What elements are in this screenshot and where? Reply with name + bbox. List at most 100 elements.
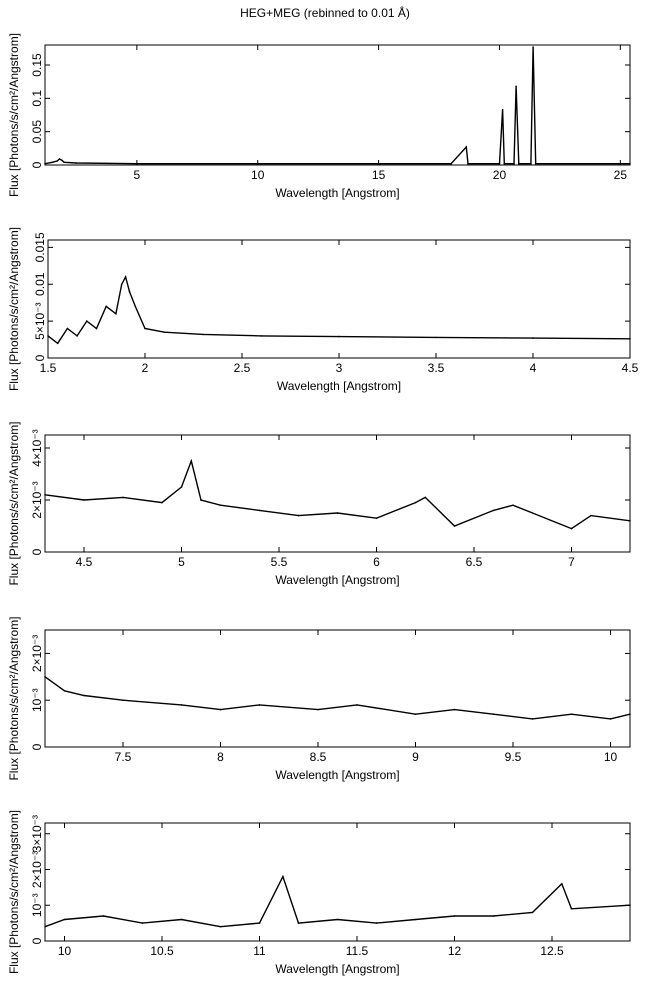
y-tick-label: 0 <box>30 161 44 168</box>
data-point <box>258 509 261 512</box>
spectrum-line <box>44 46 630 165</box>
spectrum-line <box>44 458 631 530</box>
data-point <box>124 276 127 278</box>
x-axis-label: Wavelength [Angstrom] <box>275 573 399 587</box>
data-point <box>260 335 263 337</box>
data-point <box>83 499 85 501</box>
spectrum-line <box>44 874 631 928</box>
x-tick-label: 10 <box>251 168 265 182</box>
data-point <box>63 918 66 921</box>
data-point <box>83 694 85 697</box>
data-point <box>336 918 339 921</box>
x-axis-label: Wavelength [Angstrom] <box>275 186 399 200</box>
y-axis-label: Flux [Photons/s/cm²/Angstrom] <box>7 810 21 974</box>
data-point <box>518 162 520 165</box>
x-axis-label: Wavelength [Angstrom] <box>275 962 399 976</box>
x-tick-label: 4.5 <box>622 361 639 375</box>
data-point <box>317 708 319 711</box>
x-tick-label: 2 <box>142 361 149 375</box>
y-tick-label: 0.05 <box>30 120 44 144</box>
data-point <box>498 162 501 165</box>
data-point <box>44 676 46 678</box>
data-point <box>375 517 378 519</box>
data-point <box>258 922 261 924</box>
data-point <box>219 504 222 507</box>
data-point <box>105 305 107 308</box>
x-tick-label: 3.5 <box>428 361 445 375</box>
data-point <box>561 883 563 885</box>
data-point <box>377 162 380 165</box>
x-tick-label: 5 <box>134 168 141 182</box>
data-point <box>590 514 592 517</box>
data-point <box>190 460 193 462</box>
x-axis-label: Wavelength [Angstrom] <box>277 379 401 393</box>
y-axis-label: Flux [Photons/s/cm²/Angstrom] <box>7 33 21 197</box>
y-tick-label: 4×10⁻³ <box>30 429 44 466</box>
data-point <box>200 499 202 501</box>
data-point <box>356 704 358 706</box>
x-tick-label: 11.5 <box>346 944 369 958</box>
y-tick-label: 0 <box>30 743 44 750</box>
x-tick-label: 4 <box>530 361 537 375</box>
data-point <box>570 527 573 530</box>
y-tick-label: 2×10⁻³ <box>30 635 44 672</box>
data-point <box>453 525 456 527</box>
y-axis-label: Flux [Photons/s/cm²/Angstrom] <box>7 421 21 585</box>
data-point <box>56 342 59 345</box>
data-point <box>450 162 452 165</box>
x-tick-label: 9.5 <box>505 750 522 764</box>
data-point <box>256 162 259 165</box>
data-point <box>202 333 204 336</box>
data-point <box>492 713 495 715</box>
data-point <box>51 161 54 164</box>
data-point <box>570 713 573 715</box>
data-point <box>76 335 78 337</box>
data-point <box>467 162 469 165</box>
data-point <box>282 875 284 878</box>
data-point <box>122 699 124 701</box>
x-tick-label: 8.5 <box>310 750 327 764</box>
plot-frame <box>44 434 631 553</box>
data-point <box>66 327 69 330</box>
x-tick-label: 10.5 <box>150 944 174 958</box>
y-tick-label: 0 <box>33 354 47 361</box>
y-tick-label: 2×10⁻³ <box>30 851 44 888</box>
data-point <box>120 283 123 286</box>
data-point <box>513 162 515 165</box>
data-point <box>219 925 222 928</box>
data-point <box>629 520 631 522</box>
data-point <box>453 708 456 711</box>
data-point <box>570 908 573 910</box>
x-tick-label: 15 <box>372 168 386 182</box>
x-tick-label: 20 <box>493 168 507 182</box>
x-tick-label: 6.5 <box>466 555 483 569</box>
x-tick-label: 6 <box>373 555 380 569</box>
data-point <box>44 925 46 928</box>
data-point <box>297 514 300 517</box>
data-point <box>63 690 66 692</box>
data-point <box>144 327 146 330</box>
data-point <box>134 305 137 308</box>
plot-frame <box>47 239 631 359</box>
data-point <box>530 162 532 165</box>
y-tick-label: 10⁻³ <box>30 893 44 917</box>
data-point <box>86 320 88 322</box>
data-point <box>532 46 534 48</box>
data-point <box>219 708 222 711</box>
data-point <box>336 512 339 514</box>
data-point <box>338 335 340 338</box>
y-tick-label: 0.1 <box>30 90 44 107</box>
data-point <box>95 327 98 330</box>
data-point <box>501 108 504 111</box>
y-tick-label: 0 <box>30 548 44 555</box>
x-tick-label: 1.5 <box>40 361 57 375</box>
data-point <box>180 704 183 706</box>
data-point <box>629 713 631 715</box>
data-point <box>629 904 631 906</box>
data-point <box>424 496 427 499</box>
data-point <box>531 911 534 914</box>
x-tick-label: 10 <box>58 944 72 958</box>
data-point <box>163 331 166 334</box>
x-tick-label: 25 <box>614 168 628 182</box>
